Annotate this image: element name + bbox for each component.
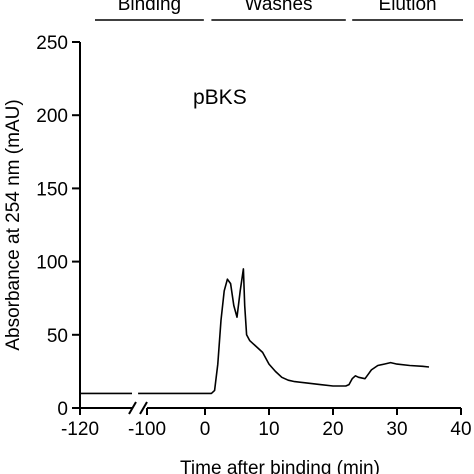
phase-label: Elution	[379, 0, 437, 15]
series-annotation: pBKS	[193, 86, 247, 109]
y-tick-label: 50	[47, 326, 68, 347]
axis-break-mark-1	[128, 401, 137, 415]
phase-label: Binding	[118, 0, 181, 15]
axis-break-mark-2	[139, 401, 148, 415]
y-axis-label: Absorbance at 254 nm (mAU)	[3, 99, 24, 350]
y-ticks: 0 50 100 150 200 250	[36, 33, 80, 420]
x-tick-label: -120	[61, 419, 99, 440]
series-group	[80, 268, 430, 395]
y-tick-label: 0	[57, 399, 68, 420]
x-tick-label: 30	[386, 419, 407, 440]
x-tick-label: 20	[322, 419, 343, 440]
axes	[79, 42, 461, 415]
y-tick-label: 150	[36, 179, 68, 200]
x-tick-label: 10	[258, 419, 279, 440]
series-line	[138, 268, 430, 395]
phase-indicators: Binding Washes Elution	[95, 0, 463, 21]
x-ticks: -120 -100 0 10 20 30 40	[61, 408, 472, 440]
y-tick-label: 200	[36, 106, 68, 127]
y-tick-label: 250	[36, 33, 68, 54]
x-tick-label: 0	[200, 419, 211, 440]
y-tick-label: 100	[36, 253, 68, 274]
phase-label: Washes	[245, 0, 313, 15]
x-tick-label: 40	[450, 419, 471, 440]
x-axis-label: Time after binding (min)	[180, 458, 380, 474]
x-tick-label: -100	[128, 419, 166, 440]
